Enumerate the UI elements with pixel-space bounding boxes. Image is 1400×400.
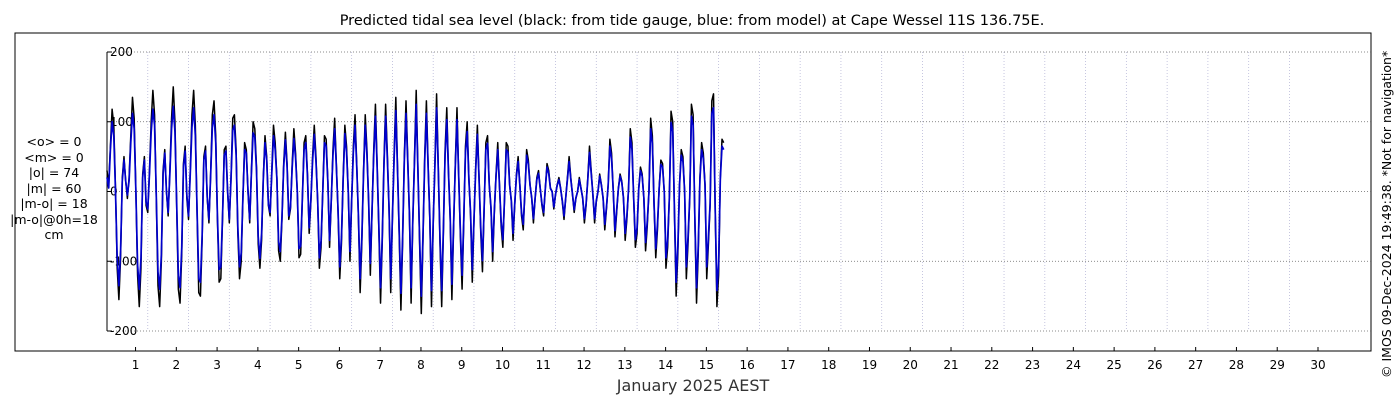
y-tick-label: -200: [110, 324, 137, 338]
stat-mean-model: <m> = 0: [24, 149, 84, 165]
x-tick-label: 22: [984, 358, 999, 372]
x-tick-label: 1: [132, 358, 140, 372]
x-tick-label: 19: [862, 358, 877, 372]
x-tick-label: 15: [699, 358, 714, 372]
x-tick-label: 12: [576, 358, 591, 372]
y-tick-label: 0: [110, 185, 118, 199]
x-tick-label: 26: [1147, 358, 1162, 372]
x-tick-label: 25: [1106, 358, 1121, 372]
x-tick-label: 30: [1310, 358, 1325, 372]
x-tick-label: 14: [658, 358, 673, 372]
x-tick-label: 23: [1025, 358, 1040, 372]
x-tick-label: 29: [1270, 358, 1285, 372]
series-lines: [106, 86, 725, 315]
x-tick-label: 6: [336, 358, 344, 372]
x-tick-label: 11: [536, 358, 551, 372]
x-axis-label: January 2025 AEST: [616, 376, 770, 395]
x-tick-label: 18: [821, 358, 836, 372]
copyright-note: © IMOS 09-Dec-2024 19:49:38. *Not for na…: [1379, 51, 1394, 378]
chart-title: Predicted tidal sea level (black: from t…: [340, 13, 1045, 29]
x-tick-label: 24: [1066, 358, 1081, 372]
x-tick-label: 7: [376, 358, 384, 372]
plot-frame: [14, 32, 1372, 352]
y-tick-label: -100: [110, 254, 137, 268]
x-tick-label: 28: [1229, 358, 1244, 372]
series-line-model: [106, 103, 725, 297]
stat-abs-obs: |o| = 74: [28, 165, 80, 180]
stat-abs-diff: |m-o| = 18: [20, 196, 88, 211]
x-tick-label: 27: [1188, 358, 1203, 372]
y-tick-label: 100: [110, 115, 133, 129]
x-tick-label: 8: [417, 358, 425, 372]
x-tick-label: 4: [254, 358, 262, 372]
x-tick-label: 21: [943, 358, 958, 372]
x-tick-label: 9: [458, 358, 466, 372]
y-tick-label: 200: [110, 45, 133, 59]
stat-mean-obs: <o> = 0: [26, 134, 82, 149]
stat-abs-model: |m| = 60: [26, 180, 82, 196]
stats-panel: <o> = 0 <m> = 0 |o| = 74 |m| = 60 |m-o| …: [2, 134, 106, 243]
x-tick-label: 3: [213, 358, 221, 372]
x-tick-label: 2: [172, 358, 180, 372]
stat-abs-diff-0h: |m-o|@0h=18: [10, 211, 98, 227]
x-tick-label: 13: [617, 358, 632, 372]
x-tick-label: 20: [903, 358, 918, 372]
stat-unit: cm: [44, 227, 64, 242]
x-tick-label: 10: [495, 358, 510, 372]
x-tick-label: 16: [740, 358, 755, 372]
x-tick-label: 5: [295, 358, 303, 372]
x-tick-label: 17: [780, 358, 795, 372]
